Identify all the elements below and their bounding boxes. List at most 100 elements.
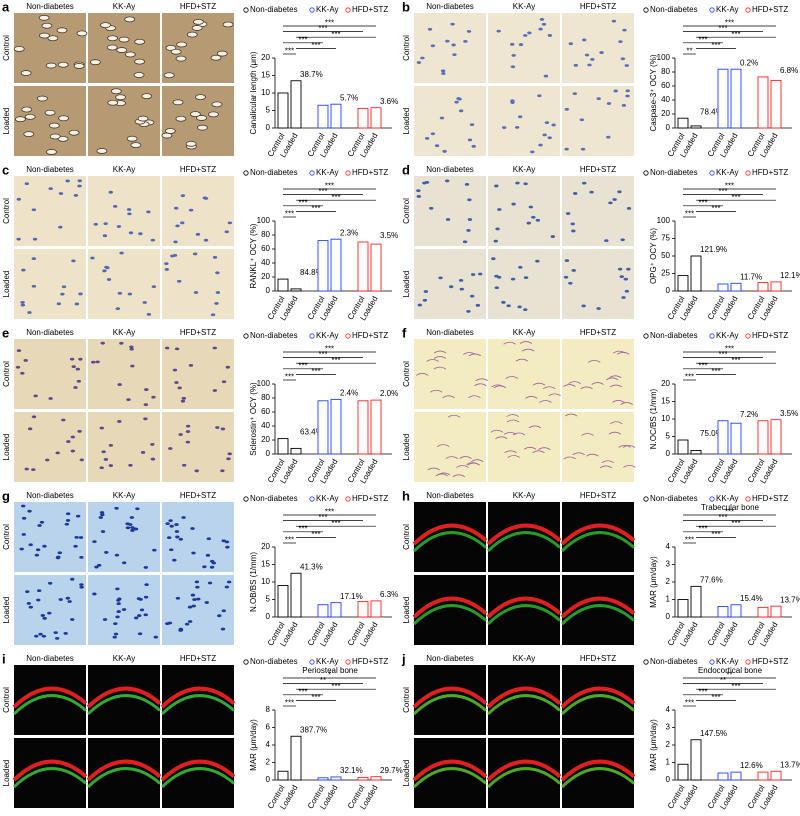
cell <box>514 125 520 129</box>
y-tick-label: 20 <box>261 435 270 444</box>
y-tick-label: 1 <box>666 758 671 767</box>
cell <box>187 620 193 623</box>
micrograph <box>414 575 486 645</box>
cell <box>194 580 200 584</box>
micrograph <box>414 502 486 572</box>
cell <box>191 551 196 555</box>
cell <box>74 535 79 539</box>
cell <box>78 357 83 361</box>
legend-label: KK-Ay <box>316 331 339 340</box>
legend-marker <box>643 659 649 665</box>
cell <box>48 187 53 191</box>
lacuna <box>100 22 111 29</box>
fluorescent-label <box>560 694 635 716</box>
cell <box>66 440 71 443</box>
cell <box>511 202 516 206</box>
cell <box>28 605 33 609</box>
lacuna <box>126 135 138 142</box>
row-label: Control <box>402 687 411 713</box>
bar <box>717 283 729 292</box>
cell <box>134 616 139 620</box>
fluorescent-label <box>486 694 561 716</box>
cell <box>510 65 516 69</box>
cell <box>73 544 78 548</box>
micrograph <box>14 86 86 156</box>
lacuna <box>222 21 234 28</box>
y-axis-label: OPG⁺ OCY (%) <box>649 228 658 284</box>
lacuna <box>189 111 201 118</box>
cell <box>185 440 191 444</box>
micrograph <box>414 176 486 246</box>
fluorescent-label <box>486 686 562 709</box>
significance-label: *** <box>298 35 307 44</box>
cell <box>571 269 576 272</box>
column-header: HFD+STZ <box>580 328 616 337</box>
lacuna <box>21 106 33 113</box>
stain <box>475 378 488 382</box>
fluorescent-label <box>486 767 561 789</box>
bar <box>357 400 369 455</box>
cell <box>31 284 37 288</box>
cell <box>226 457 231 461</box>
stain <box>474 383 487 387</box>
cell <box>93 222 98 226</box>
column-header: KK-Ay <box>513 328 536 337</box>
y-tick-label: 3 <box>666 560 671 569</box>
cell <box>100 341 105 345</box>
lacuna <box>38 14 50 21</box>
cell <box>174 523 179 526</box>
cell <box>61 285 67 289</box>
cell <box>115 307 121 310</box>
lacuna <box>175 115 187 122</box>
bar <box>730 68 742 129</box>
cell <box>212 346 217 350</box>
significance-label: *** <box>325 508 334 517</box>
cell <box>416 61 422 64</box>
fluorescent-label <box>160 686 236 709</box>
column-header: KK-Ay <box>513 165 536 174</box>
y-tick-label: 100 <box>257 216 271 225</box>
cell <box>547 34 553 37</box>
cell <box>579 118 585 122</box>
lacuna <box>170 48 182 55</box>
significance-label: *** <box>698 687 707 696</box>
cell <box>441 72 446 75</box>
cell <box>151 285 157 289</box>
cell <box>178 433 183 436</box>
stain <box>468 353 482 357</box>
cell <box>450 22 455 26</box>
cell <box>28 543 33 547</box>
cell <box>626 206 632 210</box>
cell <box>568 281 573 285</box>
bar <box>717 606 729 618</box>
cell <box>112 204 118 208</box>
panel-letter: d <box>402 162 410 177</box>
cell <box>220 469 225 473</box>
significance-label: *** <box>311 204 320 213</box>
cell <box>32 237 38 241</box>
cell <box>174 381 179 384</box>
y-tick-label: 4 <box>266 740 271 749</box>
significance-label: *** <box>311 530 320 539</box>
legend-marker <box>345 496 351 502</box>
stain <box>491 384 504 388</box>
bar <box>277 278 289 292</box>
cell <box>130 364 135 368</box>
stain <box>507 455 520 458</box>
cell <box>617 267 623 271</box>
stain <box>601 460 615 464</box>
bar <box>357 601 369 618</box>
bar <box>330 238 342 292</box>
cell <box>618 40 623 44</box>
significance-label: *** <box>298 687 307 696</box>
annotation: 147.5% <box>700 729 727 738</box>
cell <box>169 548 174 552</box>
micrograph <box>562 665 634 735</box>
legend-label: KK-Ay <box>716 494 739 503</box>
y-tick-label: 0 <box>666 612 671 621</box>
cell <box>77 184 82 188</box>
cell <box>458 109 464 113</box>
significance-label: *** <box>685 373 694 382</box>
fluorescent-label <box>412 604 487 626</box>
legend-marker <box>709 659 715 665</box>
